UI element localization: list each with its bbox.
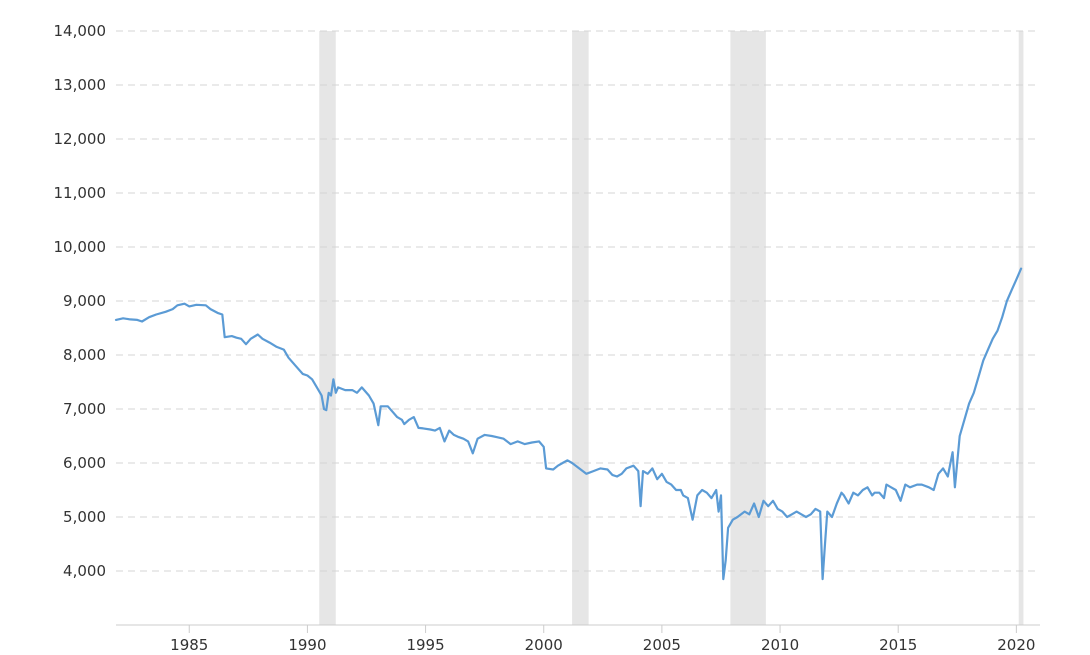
- y-tick-label: 14,000: [54, 22, 107, 40]
- x-tick-label: 2005: [643, 636, 681, 654]
- x-tick-label: 1990: [288, 636, 326, 654]
- y-tick-label: 12,000: [54, 130, 107, 148]
- y-axis: 4,000 5,000 6,000 7,000 8,000 9,000 10,000 11,0…: [54, 22, 107, 580]
- shaded-periods: [319, 31, 1024, 625]
- y-tick-label: 11,000: [54, 184, 107, 202]
- y-tick-label: 5,000: [63, 508, 106, 526]
- y-tick-label: 13,000: [54, 76, 107, 94]
- x-tick-label: 1995: [406, 636, 444, 654]
- shaded-band-0: [319, 31, 336, 625]
- x-tick-label: 2020: [997, 636, 1035, 654]
- x-tick-label: 2010: [761, 636, 799, 654]
- y-tick-label: 10,000: [54, 238, 107, 256]
- gridlines: [116, 30, 1040, 572]
- shaded-band-3: [1018, 31, 1024, 625]
- y-tick-label: 8,000: [63, 346, 106, 364]
- x-tick-label: 2000: [525, 636, 563, 654]
- series-line-group: [114, 267, 1023, 581]
- series-line-0: [114, 267, 1023, 581]
- y-tick-label: 4,000: [63, 562, 106, 580]
- shaded-band-2: [730, 31, 766, 625]
- x-tick-label: 1985: [170, 636, 208, 654]
- y-tick-label: 6,000: [63, 454, 106, 472]
- x-tick-label: 2015: [879, 636, 917, 654]
- x-axis: 1985 1990 1995 2000 2005 2010 2015 2020: [116, 624, 1040, 654]
- y-tick-label: 7,000: [63, 400, 106, 418]
- shaded-band-1: [572, 31, 589, 625]
- y-tick-label: 9,000: [63, 292, 106, 310]
